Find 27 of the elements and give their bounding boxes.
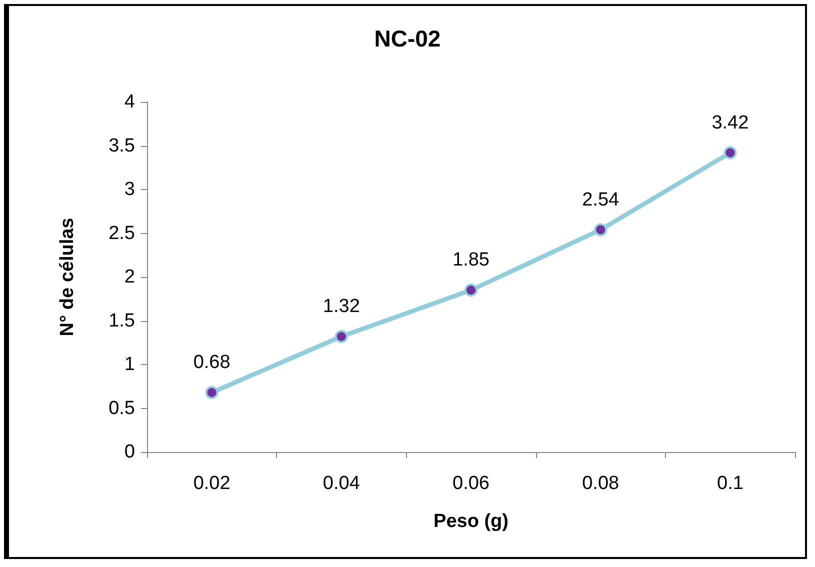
x-tick-label: 0.02 — [193, 473, 230, 494]
x-tick-label: 0.08 — [582, 473, 620, 494]
point — [724, 146, 737, 160]
data-label: 1.32 — [322, 296, 360, 317]
y-tick-label: 0.5 — [108, 398, 135, 419]
y-tick-label: 2.5 — [108, 222, 135, 244]
point — [594, 223, 608, 236]
x-axis-title: Peso (g) — [434, 511, 508, 532]
x-tick-label: 0.1 — [716, 473, 744, 494]
x-tick-label: 0.06 — [452, 473, 490, 494]
x-tick-label: 0.04 — [322, 473, 360, 494]
y-tick-label: 0 — [124, 442, 135, 462]
y-tick-label: 3.5 — [108, 135, 135, 156]
y-tick-label: 1 — [124, 354, 135, 375]
y-tick-label: 4 — [124, 92, 136, 112]
point — [205, 386, 218, 399]
data-label: 0.68 — [193, 352, 230, 373]
data-label: 3.42 — [712, 112, 749, 134]
chart-title: NC-02 — [374, 26, 441, 52]
y-tick-label: 2 — [124, 266, 135, 288]
data-label: 2.54 — [582, 189, 620, 210]
y-tick-label: 1.5 — [108, 310, 135, 332]
point — [334, 330, 348, 343]
y-axis-title: N° de células — [57, 218, 78, 336]
point — [464, 284, 478, 297]
y-tick-label: 3 — [124, 179, 135, 200]
data-label: 1.85 — [452, 250, 490, 271]
